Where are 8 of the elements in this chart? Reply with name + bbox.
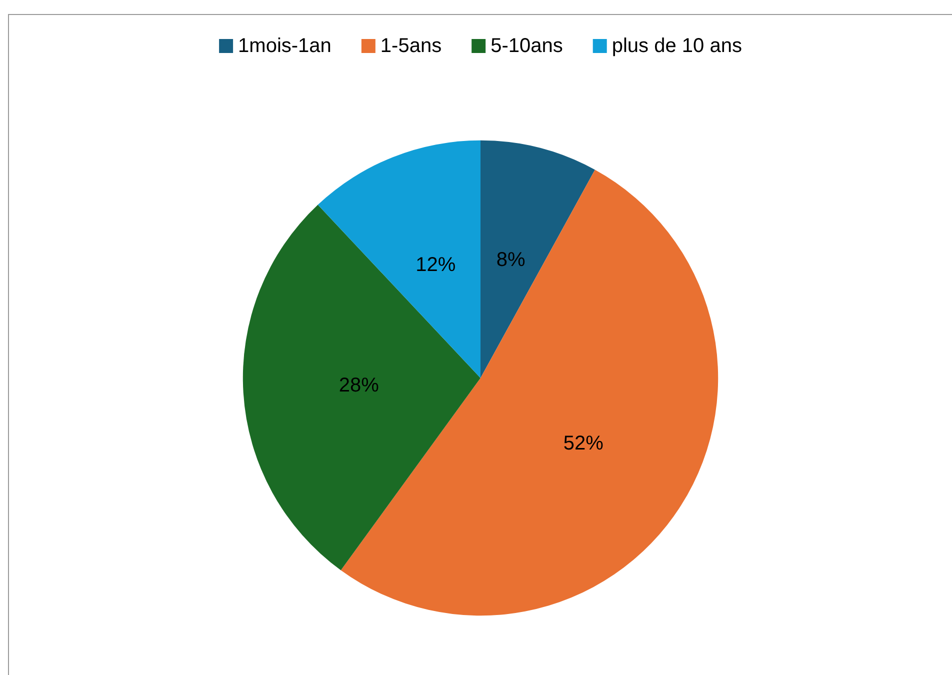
data-label: 12% [416,254,456,276]
legend-label: plus de 10 ans [612,35,742,57]
legend-label: 1-5ans [380,35,442,57]
data-label: 28% [338,374,380,397]
legend-label: 5-10ans [490,35,563,57]
data-label: 52% [563,432,604,454]
legend-label: 1mois-1an [238,35,332,57]
data-label: 8% [496,249,526,272]
